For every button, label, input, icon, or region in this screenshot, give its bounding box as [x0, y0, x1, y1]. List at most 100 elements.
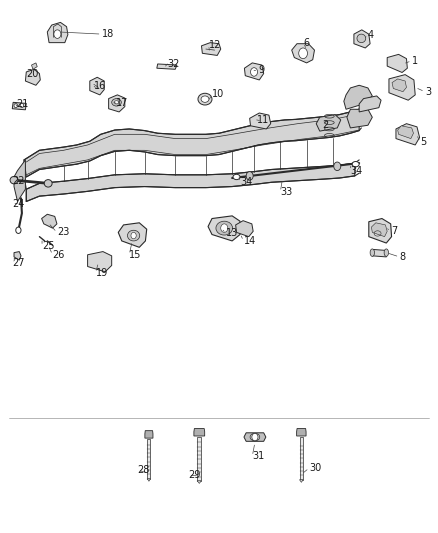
Text: 31: 31 [252, 451, 265, 461]
Text: 1: 1 [412, 56, 418, 66]
Text: 32: 32 [167, 59, 180, 69]
Polygon shape [292, 44, 314, 63]
Text: 28: 28 [138, 465, 150, 475]
Text: 13: 13 [226, 229, 238, 238]
Text: 10: 10 [212, 90, 224, 99]
Polygon shape [194, 429, 205, 436]
Circle shape [251, 68, 258, 76]
Text: 3: 3 [425, 87, 431, 96]
Text: 20: 20 [26, 69, 39, 78]
Text: 17: 17 [116, 99, 128, 108]
Text: 29: 29 [188, 471, 201, 480]
Text: 4: 4 [368, 30, 374, 39]
Polygon shape [32, 63, 37, 69]
Text: 15: 15 [129, 250, 141, 260]
Ellipse shape [10, 176, 18, 184]
Polygon shape [244, 433, 266, 441]
Text: 8: 8 [399, 252, 406, 262]
Circle shape [299, 48, 307, 59]
Polygon shape [157, 64, 177, 69]
Circle shape [16, 227, 21, 233]
Ellipse shape [216, 221, 233, 235]
Ellipse shape [384, 249, 389, 256]
Circle shape [252, 433, 258, 441]
Text: 23: 23 [57, 228, 69, 237]
Ellipse shape [233, 174, 240, 180]
Polygon shape [109, 95, 125, 112]
Text: 2: 2 [322, 120, 328, 130]
Text: 6: 6 [304, 38, 310, 47]
Polygon shape [42, 214, 57, 228]
Circle shape [131, 232, 136, 239]
Text: 34: 34 [350, 166, 363, 175]
Polygon shape [47, 22, 68, 43]
Ellipse shape [250, 433, 260, 441]
Ellipse shape [201, 96, 209, 102]
Text: 24: 24 [12, 199, 25, 208]
Polygon shape [354, 30, 370, 48]
Text: 9: 9 [258, 66, 265, 75]
Polygon shape [26, 163, 355, 201]
Polygon shape [25, 69, 40, 85]
Text: 12: 12 [208, 40, 221, 50]
Ellipse shape [357, 34, 366, 43]
Text: 19: 19 [95, 268, 108, 278]
Text: 7: 7 [391, 227, 397, 236]
Polygon shape [14, 160, 25, 201]
Polygon shape [118, 223, 147, 247]
Circle shape [334, 162, 341, 171]
Polygon shape [372, 249, 387, 257]
Polygon shape [201, 43, 221, 55]
Bar [197, 437, 201, 481]
Polygon shape [90, 77, 104, 95]
Text: 30: 30 [309, 463, 321, 473]
Polygon shape [387, 54, 407, 72]
Polygon shape [14, 252, 21, 260]
Polygon shape [369, 219, 392, 243]
Circle shape [20, 103, 24, 108]
Text: 11: 11 [257, 115, 269, 125]
Polygon shape [347, 109, 372, 128]
Polygon shape [371, 223, 387, 237]
Polygon shape [316, 115, 341, 131]
Polygon shape [208, 216, 240, 241]
Polygon shape [392, 79, 406, 92]
Text: 34: 34 [240, 177, 252, 187]
Polygon shape [398, 126, 413, 139]
Ellipse shape [370, 249, 374, 256]
Bar [147, 439, 151, 479]
Polygon shape [396, 124, 420, 145]
Text: 18: 18 [102, 29, 114, 39]
Ellipse shape [112, 99, 121, 106]
Polygon shape [12, 102, 26, 110]
Polygon shape [359, 96, 381, 112]
Polygon shape [244, 63, 264, 80]
Polygon shape [145, 431, 153, 438]
Polygon shape [344, 85, 372, 109]
Polygon shape [236, 221, 253, 237]
Text: 25: 25 [42, 241, 55, 251]
Polygon shape [197, 481, 201, 483]
Circle shape [54, 30, 61, 38]
Text: 16: 16 [94, 82, 106, 91]
Circle shape [246, 172, 253, 180]
Text: 26: 26 [53, 250, 65, 260]
Ellipse shape [114, 101, 119, 104]
Circle shape [14, 103, 18, 108]
Bar [300, 437, 303, 480]
Text: 21: 21 [16, 100, 28, 109]
Polygon shape [147, 479, 151, 481]
Polygon shape [297, 429, 306, 436]
Polygon shape [389, 75, 415, 100]
Ellipse shape [127, 230, 140, 241]
Ellipse shape [352, 161, 359, 167]
Circle shape [221, 224, 228, 232]
Text: 14: 14 [244, 236, 256, 246]
Text: 33: 33 [280, 187, 293, 197]
Ellipse shape [44, 180, 52, 187]
Polygon shape [300, 480, 303, 482]
Ellipse shape [198, 93, 212, 105]
Text: 22: 22 [12, 176, 25, 186]
Text: 5: 5 [420, 137, 427, 147]
Polygon shape [250, 113, 271, 129]
